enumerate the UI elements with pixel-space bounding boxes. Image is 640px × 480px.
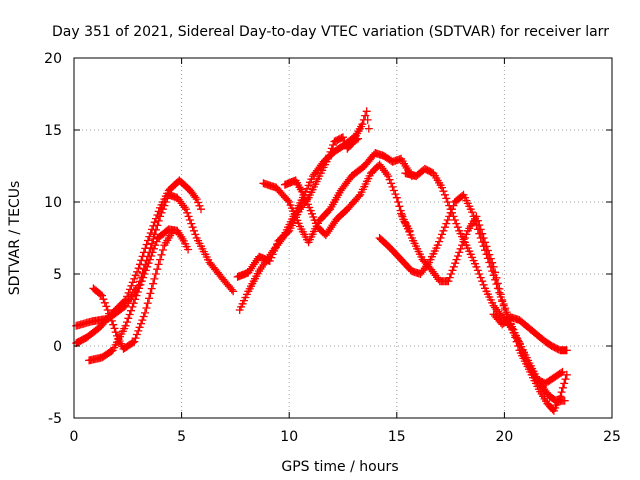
series-arc2 (72, 176, 205, 348)
y-tick-label: 15 (44, 123, 62, 139)
series-markers (401, 164, 567, 388)
series-arc7 (259, 149, 416, 247)
x-tick-label: 20 (495, 429, 513, 445)
series-arc6 (233, 133, 363, 281)
series-markers (72, 176, 205, 348)
series-markers (89, 226, 177, 353)
series-markers (280, 160, 414, 240)
y-tick-label: 20 (44, 51, 62, 67)
series-arc4 (89, 226, 177, 353)
x-axis-label: GPS time / hours (281, 459, 398, 475)
x-tick-label: 15 (388, 429, 406, 445)
y-tick-label: -5 (48, 411, 62, 427)
y-tick-label: 10 (44, 195, 62, 211)
series-markers (233, 133, 363, 281)
y-tick-label: 0 (53, 339, 62, 355)
y-tick-label: 5 (53, 267, 62, 283)
series-markers (259, 149, 416, 247)
series-markers (85, 225, 193, 365)
axis-ticks (73, 57, 613, 419)
series-markers (489, 310, 571, 355)
y-axis-label: SDTVAR / TECUs (7, 181, 23, 296)
x-tick-label: 10 (280, 429, 298, 445)
y-tick-labels: -5 0 5 10 15 20 (44, 51, 62, 427)
series-arc12 (489, 310, 571, 355)
x-tick-labels: 0 5 10 15 20 25 (70, 429, 621, 445)
series-arc8 (280, 160, 414, 240)
data-points (72, 107, 571, 415)
series-arc11 (401, 164, 567, 388)
chart-title: Day 351 of 2021, Sidereal Day-to-day VTE… (52, 24, 609, 40)
series-arc3 (85, 225, 193, 365)
plot-frame (73, 57, 613, 419)
x-tick-label: 0 (70, 429, 79, 445)
x-tick-label: 5 (177, 429, 186, 445)
x-tick-label: 25 (603, 429, 621, 445)
